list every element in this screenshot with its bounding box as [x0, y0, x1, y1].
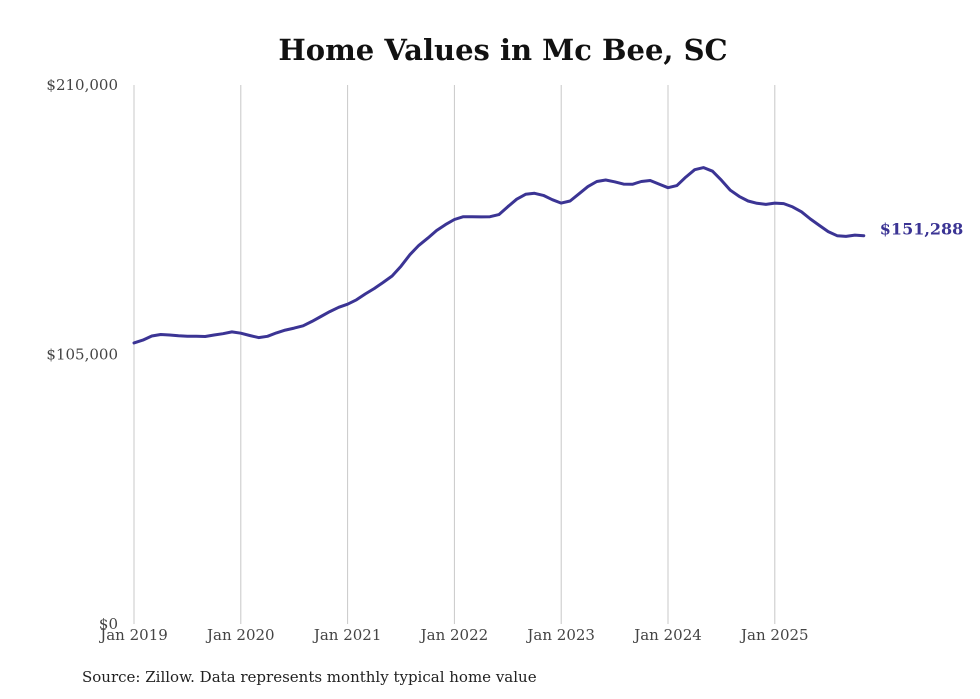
source-note: Source: Zillow. Data represents monthly …	[82, 668, 537, 686]
y-axis: $0 $105,000 $210,000	[46, 76, 118, 633]
x-tick-label: Jan 2019	[98, 626, 168, 644]
grid-lines	[133, 85, 776, 624]
x-axis: Jan 2019 Jan 2020 Jan 2021 Jan 2022 Jan 2023…	[98, 626, 808, 644]
chart-title: Home Values in Mc Bee, SC	[278, 33, 727, 67]
x-tick-label: Jan 2021	[312, 626, 382, 644]
series-line-home-value	[132, 166, 866, 345]
x-tick-label: Jan 2024	[632, 626, 702, 644]
x-tick-label: Jan 2025	[739, 626, 809, 644]
x-tick-label: Jan 2020	[205, 626, 275, 644]
x-tick-label: Jan 2022	[419, 626, 489, 644]
y-tick-label: $105,000	[46, 346, 118, 364]
end-value-label: $151,288	[880, 220, 964, 239]
y-tick-label: $210,000	[46, 76, 118, 94]
y-tick-label: $0	[99, 615, 118, 633]
x-tick-label: Jan 2023	[525, 626, 595, 644]
